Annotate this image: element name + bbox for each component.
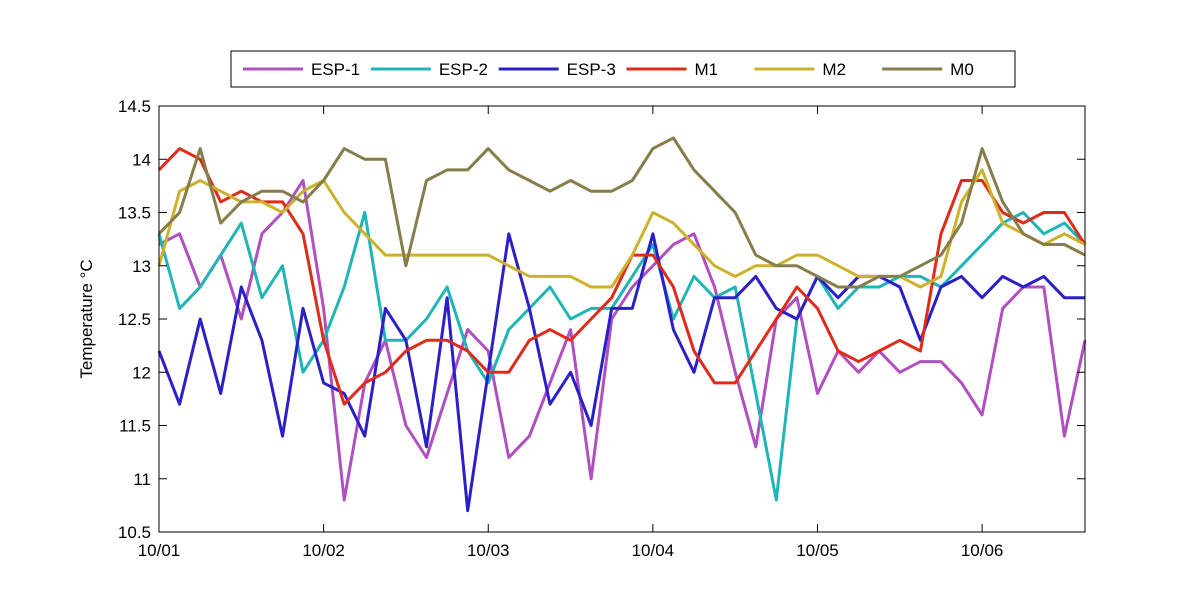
- y-tick-label: 11.5: [119, 417, 151, 436]
- series-line-m0: [157, 136, 1086, 289]
- plot-area: [159, 106, 1085, 532]
- series-line-m2: [157, 168, 1086, 289]
- legend-label-m0: M0: [950, 60, 974, 79]
- x-tick-label: 10/06: [961, 541, 1004, 560]
- y-tick-label: 13: [132, 257, 151, 276]
- y-tick-label: 12: [132, 363, 151, 382]
- series-line-esp-3: [157, 232, 1085, 513]
- y-tick-label: 14.5: [118, 97, 151, 116]
- legend-label-esp-3: ESP-3: [567, 60, 616, 79]
- x-tick-label: 10/01: [138, 541, 181, 560]
- chart-legend: ESP-1 ESP-2 ESP-3 M1 M2 M0: [230, 50, 1016, 88]
- x-tick-label: 10/03: [467, 541, 510, 560]
- legend-label-esp-1: ESP-1: [311, 60, 360, 79]
- legend-label-m1: M1: [695, 60, 719, 79]
- series-line-esp-1: [158, 179, 1087, 502]
- legend-label-esp-2: ESP-2: [439, 60, 488, 79]
- y-tick-label: 11: [133, 470, 151, 489]
- x-tick-label: 10/02: [302, 541, 345, 560]
- x-tick-label: 10/05: [796, 541, 839, 560]
- legend-label-m2: M2: [822, 60, 846, 79]
- y-tick-label: 14: [132, 150, 151, 169]
- y-tick-label: 10.5: [118, 523, 151, 542]
- x-tick-label: 10/04: [632, 541, 675, 560]
- x-axis: 10/01 10/02 10/03 10/04 10/05 10/06: [138, 106, 1004, 560]
- y-axis: 10.5 11 11.5 12 12.5 13 13.5 14 14.5: [118, 97, 1085, 542]
- y-tick-label: 13.5: [118, 204, 151, 223]
- y-tick-label: 12.5: [118, 310, 151, 329]
- series-layer: [157, 136, 1087, 513]
- series-line-m1: [157, 147, 1087, 406]
- y-axis-title: Temperature °C: [77, 259, 96, 378]
